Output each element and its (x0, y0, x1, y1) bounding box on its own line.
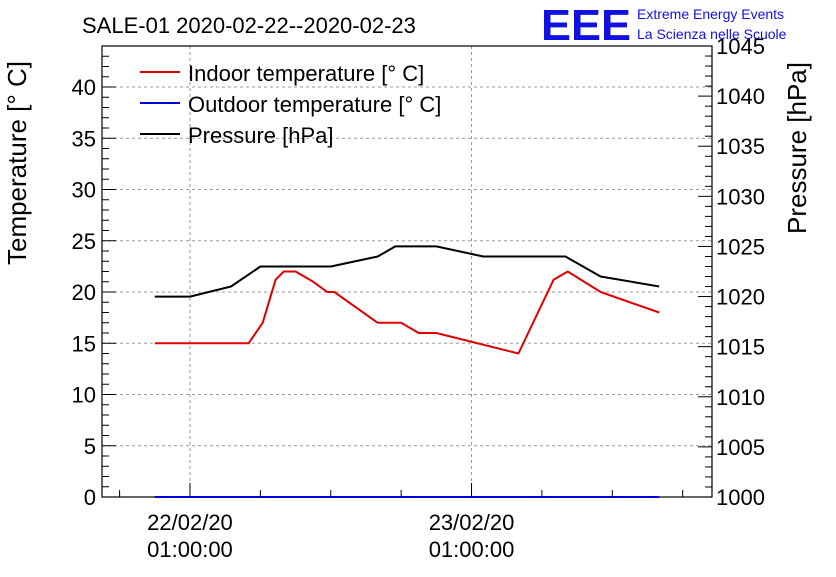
right-tick-label: 1030 (716, 184, 765, 209)
left-tick-label: 10 (72, 383, 96, 408)
right-tick-label: 1020 (716, 285, 765, 310)
left-tick-label: 0 (84, 485, 96, 510)
eee-logo-line2: La Scienza nelle Scuole (637, 26, 787, 42)
right-axis-label: Pressure [hPa] (782, 62, 812, 234)
eee-logo-mark: EEE (541, 1, 631, 50)
left-tick-label: 15 (72, 331, 96, 356)
eee-logo: EEE Extreme Energy Events La Scienza nel… (541, 1, 787, 50)
x-tick-label-time: 01:00:00 (429, 537, 515, 562)
chart-title: SALE-01 2020-02-22--2020-02-23 (82, 13, 416, 38)
left-tick-label: 35 (72, 126, 96, 151)
left-tick-label: 20 (72, 280, 96, 305)
right-tick-label: 1000 (716, 485, 765, 510)
right-tick-label: 1040 (716, 84, 765, 109)
right-tick-label: 1010 (716, 385, 765, 410)
left-axis-label: Temperature [° C] (2, 61, 32, 265)
right-tick-label: 1015 (716, 335, 765, 360)
legend-label-pressure: Pressure [hPa] (188, 123, 334, 148)
right-tick-label: 1025 (716, 234, 765, 259)
legend-label-indoor: Indoor temperature [° C] (188, 61, 424, 86)
series-layer (154, 245, 660, 498)
left-tick-label: 5 (84, 434, 96, 459)
series-line-indoor (154, 270, 660, 355)
x-tick-label-date: 22/02/20 (147, 510, 233, 535)
eee-logo-line1: Extreme Energy Events (637, 6, 784, 22)
series-line-pressure (154, 245, 660, 298)
x-tick-label-time: 01:00:00 (147, 537, 233, 562)
legend-label-outdoor: Outdoor temperature [° C] (188, 92, 441, 117)
x-tick-label-date: 23/02/20 (429, 510, 515, 535)
left-tick-label: 40 (72, 75, 96, 100)
left-tick-label: 25 (72, 229, 96, 254)
left-tick-label: 30 (72, 178, 96, 203)
right-tick-label: 1005 (716, 435, 765, 460)
right-tick-label: 1035 (716, 134, 765, 159)
right-tick-label: 1045 (716, 34, 765, 59)
axis-layer: 0510152025303540100010051010101510201025… (72, 34, 765, 562)
legend: Indoor temperature [° C] Outdoor tempera… (140, 61, 441, 148)
